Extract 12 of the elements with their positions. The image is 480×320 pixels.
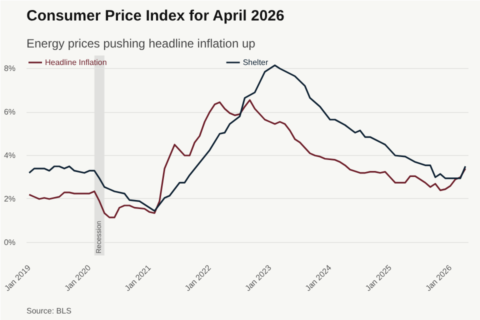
chart-title: Consumer Price Index for April 2026 [26,8,284,24]
chart-subtitle: Energy prices pushing headline inflation up [26,36,256,50]
line-series [28,99,466,218]
y-tick-label: 6% [4,108,16,117]
y-tick-label: 8% [4,64,16,74]
text: Headline Inflation [45,58,107,66]
legend-label: Shelter [242,58,268,66]
y-tick-label: 0% [4,238,16,247]
y-tick-label: 4% [4,151,16,160]
source-note: Source: BLS [26,306,72,316]
line-series [28,64,466,212]
y-tick-label: 2% [4,194,16,204]
